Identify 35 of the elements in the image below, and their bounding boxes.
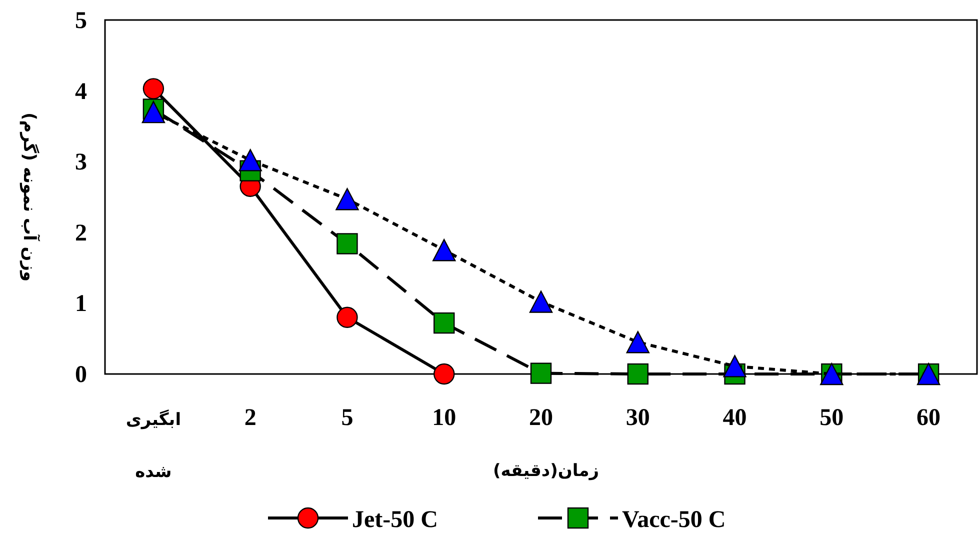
point [238, 149, 262, 172]
point [142, 100, 166, 124]
point [530, 362, 552, 384]
legend-label: Jet-50 C [352, 507, 438, 533]
x-tick-label: 2 [244, 405, 256, 431]
point [432, 239, 456, 262]
x-axis-title: زمان(دقیقه) [492, 461, 600, 481]
point [723, 355, 746, 378]
x-tick-label: 60 [916, 405, 941, 431]
point [529, 290, 553, 313]
legend: Vacc-50 C [538, 507, 726, 533]
x-tick-label: 20 [529, 405, 553, 431]
y-tick-label: 4 [75, 78, 87, 105]
y-tick-label: 0 [75, 362, 87, 388]
x-tick-label: 40 [722, 405, 747, 431]
y-axis-title: وزن آب نمونه (گرم) [19, 112, 41, 282]
point [336, 188, 359, 210]
y-tick-label: 5 [75, 8, 87, 34]
point [336, 306, 358, 328]
point [434, 312, 455, 334]
x-tick-label: 10 [432, 405, 456, 431]
x-tick-label: 50 [820, 405, 844, 431]
y-tick-label: 2 [75, 220, 87, 246]
x-tick-label: 30 [626, 405, 650, 431]
legend: Jet-50 C [268, 507, 438, 533]
point [142, 78, 164, 100]
legend-label: Vacc-50 C [622, 507, 726, 533]
y-tick-label: 3 [75, 150, 87, 176]
point [627, 363, 648, 385]
point [336, 233, 358, 254]
y-tick-label: 1 [75, 291, 87, 318]
point [626, 331, 650, 354]
category-label: ابگیری شده [126, 410, 182, 482]
x-tick-label: 5 [341, 405, 354, 431]
point [434, 363, 455, 385]
